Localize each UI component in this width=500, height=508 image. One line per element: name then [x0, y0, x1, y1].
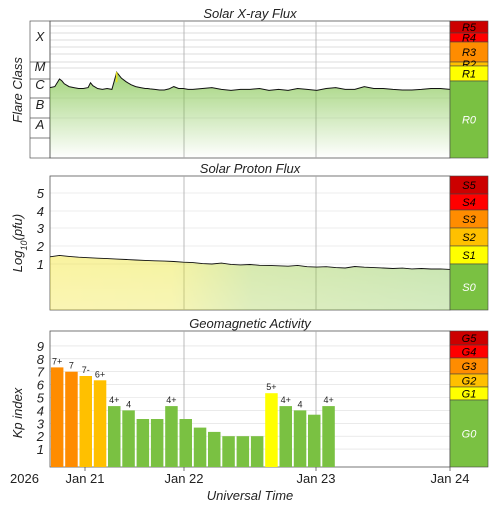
kp-bar: [50, 367, 64, 467]
kp-bar-label: 4: [297, 399, 302, 409]
flare-class-a: A: [35, 117, 45, 132]
kp-bar: [250, 436, 264, 467]
kp-y-tick-2: 2: [36, 429, 45, 444]
kp-bar: [179, 419, 192, 467]
scale-label-g5: G5: [462, 333, 478, 345]
kp-bar-label: 7+: [52, 356, 62, 366]
flare-class-c: C: [35, 77, 45, 92]
scale-label-s5: S5: [462, 180, 476, 192]
kp-bar: [108, 406, 121, 467]
kp-bar-label: 6+: [95, 369, 105, 379]
kp-bar-label: 4: [126, 399, 131, 409]
flare-class-b: B: [36, 97, 45, 112]
kp-y-tick-8: 8: [37, 352, 45, 367]
kp-bar-label: 5+: [266, 382, 276, 392]
kp-bar-label: 4+: [323, 395, 333, 405]
proton-flux-line: [49, 254, 455, 270]
proton-y-axis-label: Log10(pfu): [10, 214, 29, 272]
kp-bar: [79, 376, 92, 467]
scale-label-r1: R1: [462, 69, 476, 81]
scale-label-s4: S4: [462, 197, 475, 209]
scale-label-s3: S3: [462, 214, 476, 226]
scale-cell-r0: [449, 80, 489, 159]
scale-label-s0: S0: [462, 282, 476, 294]
proton-y-tick-1: 1: [37, 257, 44, 272]
kp-bar: [279, 406, 292, 467]
kp-bar-label: 4+: [109, 395, 119, 405]
kp-y-tick-7: 7: [37, 365, 45, 380]
scale-label-g3: G3: [462, 361, 478, 373]
xray-flux-fill: [50, 72, 455, 158]
kp-y-tick-1: 1: [37, 442, 44, 457]
kp-bar: [208, 431, 221, 467]
kp-y-axis-label: Kp index: [10, 387, 25, 438]
kp-y-tick-4: 4: [37, 403, 44, 418]
x-tick-jan-22: Jan 22: [164, 471, 203, 486]
scale-label-r3: R3: [462, 47, 477, 59]
kp-bar: [222, 436, 235, 467]
kp-bar: [265, 393, 278, 467]
scale-label-s1: S1: [462, 250, 475, 262]
kp-bar: [308, 414, 321, 467]
x-tick-jan-24: Jan 24: [430, 471, 469, 486]
scale-label-g2: G2: [462, 376, 477, 388]
xray-y-axis-label: Flare Class: [10, 57, 25, 123]
x-axis-title: Universal Time: [207, 488, 294, 503]
kp-y-tick-5: 5: [37, 391, 45, 406]
scale-cell-s0: [449, 263, 489, 311]
proton-y-tick-2: 2: [36, 239, 45, 254]
kp-bar: [122, 410, 135, 467]
proton-y-tick-3: 3: [37, 221, 45, 236]
scale-label-r5: R5: [462, 22, 477, 34]
kp-panel-title: Geomagnetic Activity: [189, 316, 312, 331]
x-tick-jan-23: Jan 23: [296, 471, 335, 486]
kp-bar: [236, 436, 250, 467]
scale-label-r0: R0: [462, 115, 477, 127]
kp-bar: [136, 419, 150, 467]
scale-cell-g0: [449, 399, 489, 468]
kp-y-tick-3: 3: [37, 416, 45, 431]
xray-panel-title: Solar X-ray Flux: [203, 6, 297, 21]
kp-bar: [165, 406, 178, 467]
kp-bar: [93, 380, 107, 467]
scale-label-r4: R4: [462, 33, 476, 45]
proton-flux-fill: [50, 255, 455, 310]
kp-bar-label: 7: [69, 361, 74, 371]
xray-flux-line: [49, 71, 456, 91]
scale-label-s2: S2: [462, 232, 475, 244]
flare-class-m: M: [35, 59, 46, 74]
kp-bar-label: 4+: [281, 395, 291, 405]
scale-label-g0: G0: [462, 429, 478, 441]
kp-bar-label: 7-: [82, 365, 90, 375]
x-tick-labels: Jan 21 Jan 22 Jan 23 Jan 24: [65, 467, 470, 486]
x-tick-jan-21: Jan 21: [65, 471, 104, 486]
kp-bar: [193, 427, 207, 467]
kp-bar: [293, 410, 307, 467]
kp-bar: [65, 371, 78, 467]
scale-label-g1: G1: [462, 389, 477, 401]
kp-bar-label: 4+: [166, 395, 176, 405]
kp-bar: [150, 419, 164, 467]
scale-label-g4: G4: [462, 347, 477, 359]
proton-panel: 1 2 3 4 5 S5 S4 S3 S2 S1 S0: [36, 175, 489, 311]
svg-text:Log10(pfu): Log10(pfu): [10, 214, 29, 272]
kp-y-tick-9: 9: [37, 339, 44, 354]
flare-class-x: X: [35, 29, 46, 44]
kp-bar: [322, 406, 335, 467]
proton-y-tick-5: 5: [37, 186, 45, 201]
proton-panel-title: Solar Proton Flux: [200, 161, 301, 176]
x-year-label: 2026: [10, 471, 39, 486]
proton-y-tick-4: 4: [37, 204, 44, 219]
kp-y-tick-6: 6: [37, 378, 45, 393]
